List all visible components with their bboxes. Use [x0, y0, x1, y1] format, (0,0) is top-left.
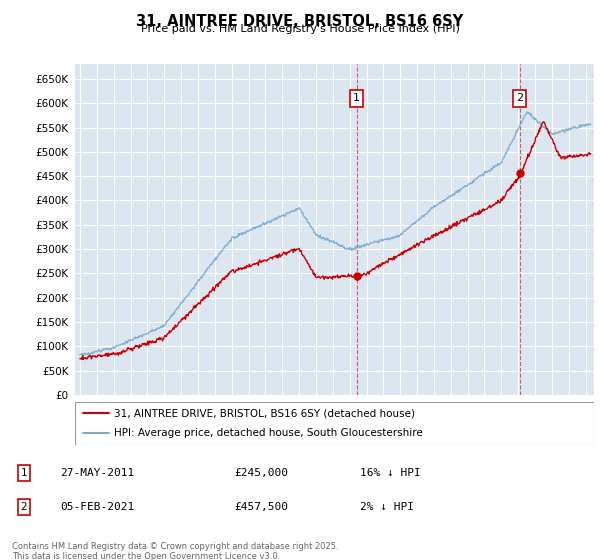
- Text: 2% ↓ HPI: 2% ↓ HPI: [360, 502, 414, 512]
- Text: Price paid vs. HM Land Registry's House Price Index (HPI): Price paid vs. HM Land Registry's House …: [140, 24, 460, 34]
- Text: 1: 1: [20, 468, 28, 478]
- Text: 27-MAY-2011: 27-MAY-2011: [60, 468, 134, 478]
- Text: 31, AINTREE DRIVE, BRISTOL, BS16 6SY (detached house): 31, AINTREE DRIVE, BRISTOL, BS16 6SY (de…: [114, 408, 415, 418]
- Text: 16% ↓ HPI: 16% ↓ HPI: [360, 468, 421, 478]
- Text: Contains HM Land Registry data © Crown copyright and database right 2025.
This d: Contains HM Land Registry data © Crown c…: [12, 542, 338, 560]
- Text: £457,500: £457,500: [234, 502, 288, 512]
- Text: 31, AINTREE DRIVE, BRISTOL, BS16 6SY: 31, AINTREE DRIVE, BRISTOL, BS16 6SY: [136, 14, 464, 29]
- Text: 2: 2: [20, 502, 28, 512]
- Text: £245,000: £245,000: [234, 468, 288, 478]
- Text: HPI: Average price, detached house, South Gloucestershire: HPI: Average price, detached house, Sout…: [114, 428, 422, 438]
- Text: 05-FEB-2021: 05-FEB-2021: [60, 502, 134, 512]
- Text: 1: 1: [353, 94, 360, 104]
- Text: 2: 2: [516, 94, 523, 104]
